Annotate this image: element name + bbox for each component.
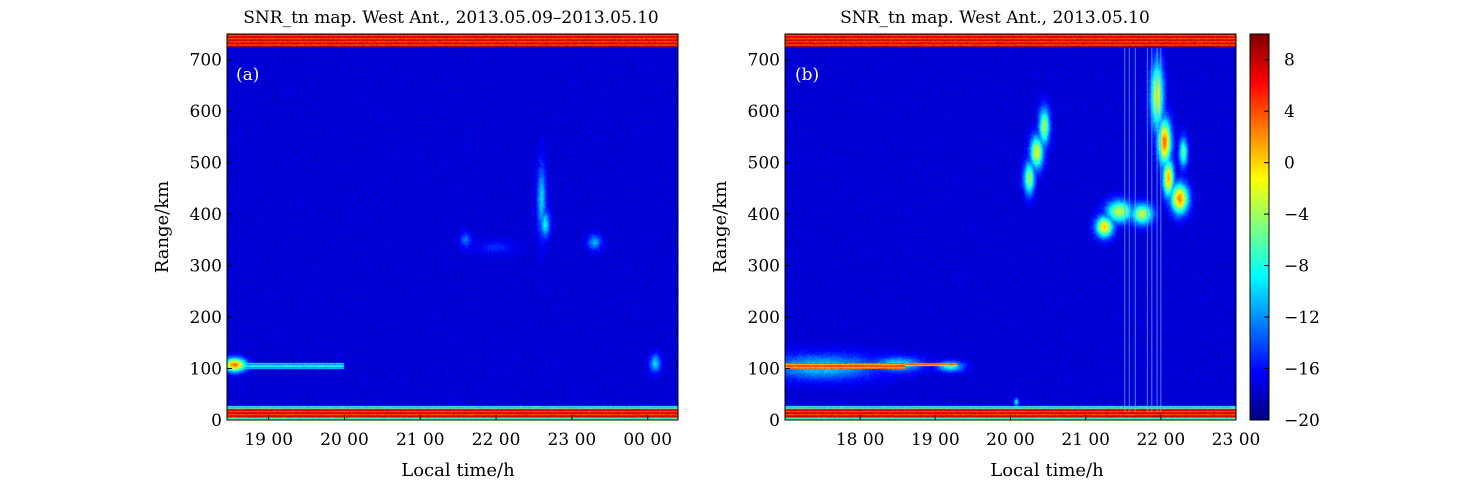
colorbar-frame <box>1249 33 1270 421</box>
y-tick-label: 400 <box>190 205 222 225</box>
panel-a-ticks: 0 100 200 300 400 500 600 700 19 00 20 00 21 00 22 … <box>190 51 672 450</box>
colorbar-ticks: 8 4 0 −4 −8 −12 −16 −20 <box>1264 51 1320 431</box>
panel-b-streaks <box>1124 48 1162 412</box>
y-tick-label: 400 <box>748 205 780 225</box>
panel-b-ylabel: Range/km <box>710 181 731 274</box>
panel-a-label: (a) <box>236 65 259 85</box>
colorbar-tick-label: −16 <box>1284 360 1320 380</box>
panel-b-label: (b) <box>795 65 819 85</box>
x-tick-label: 20 00 <box>320 430 369 450</box>
x-tick-label: 23 00 <box>1212 430 1261 450</box>
y-tick-label: 600 <box>748 102 780 122</box>
x-tick-label: 00 00 <box>623 430 672 450</box>
panel-a-xlabel: Local time/h <box>401 460 515 481</box>
colorbar-tick-label: −8 <box>1284 257 1309 277</box>
panel-b-heatmap <box>785 34 1236 420</box>
y-tick-label: 100 <box>190 360 222 380</box>
colorbar-gradient <box>1250 34 1269 420</box>
panel-a-frame <box>226 33 679 421</box>
y-tick-label: 0 <box>211 411 222 431</box>
panel-a-ylabel: Range/km <box>152 181 173 274</box>
y-tick-label: 300 <box>748 257 780 277</box>
y-tick-label: 100 <box>748 360 780 380</box>
colorbar: 8 4 0 −4 −8 −12 −16 −20 <box>1249 33 1320 431</box>
y-tick-label: 200 <box>748 308 780 328</box>
y-tick-label: 200 <box>190 308 222 328</box>
x-tick-label: 23 00 <box>548 430 597 450</box>
x-tick-label: 21 00 <box>396 430 445 450</box>
y-tick-label: 500 <box>190 154 222 174</box>
x-tick-label: 18 00 <box>836 430 885 450</box>
x-tick-label: 22 00 <box>1136 430 1185 450</box>
x-tick-label: 19 00 <box>911 430 960 450</box>
x-tick-label: 22 00 <box>472 430 521 450</box>
colorbar-tick-label: 8 <box>1284 51 1295 71</box>
x-tick-label: 21 00 <box>1061 430 1110 450</box>
colorbar-tick-label: −12 <box>1284 308 1320 328</box>
panel-b-title: SNR_tn map. West Ant., 2013.05.10 <box>840 8 1150 28</box>
panel-b: SNR_tn map. West Ant., 2013.05.10 0 100 20… <box>710 8 1260 481</box>
y-tick-label: 700 <box>190 51 222 71</box>
panel-b-ticks: 0 100 200 300 400 500 600 700 18 00 19 00 20 00 21 … <box>748 51 1261 450</box>
x-tick-label: 20 00 <box>986 430 1035 450</box>
colorbar-tick-label: −20 <box>1284 411 1320 431</box>
panel-b-xlabel: Local time/h <box>990 460 1104 481</box>
panel-a-title: SNR_tn map. West Ant., 2013.05.09–2013.0… <box>243 8 659 28</box>
y-tick-label: 0 <box>769 411 780 431</box>
x-tick-label: 19 00 <box>244 430 293 450</box>
colorbar-tick-label: 4 <box>1284 102 1295 122</box>
y-tick-label: 700 <box>748 51 780 71</box>
colorbar-tick-label: −4 <box>1284 205 1309 225</box>
panel-a-heatmap <box>227 34 678 420</box>
y-tick-label: 300 <box>190 257 222 277</box>
panel-a: SNR_tn map. West Ant., 2013.05.09–2013.0… <box>152 8 679 481</box>
y-tick-label: 500 <box>748 154 780 174</box>
y-tick-label: 600 <box>190 102 222 122</box>
colorbar-tick-label: 0 <box>1284 154 1295 174</box>
